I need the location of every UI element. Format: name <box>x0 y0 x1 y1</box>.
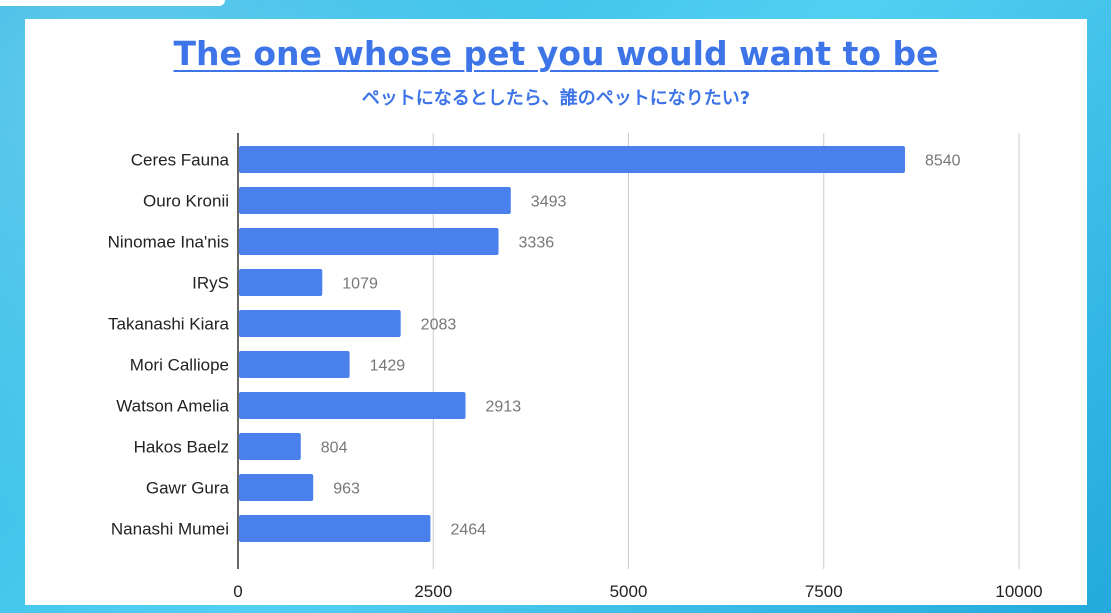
category-label: Ceres Fauna <box>131 151 230 170</box>
bar <box>239 146 905 173</box>
bar <box>239 310 401 337</box>
value-label: 1429 <box>370 358 406 375</box>
category-label: Watson Amelia <box>116 397 229 416</box>
x-tick-label: 5000 <box>610 582 648 601</box>
chart-title: The one whose pet you would want to be <box>25 34 1087 74</box>
x-tick-label: 2500 <box>414 582 452 601</box>
category-label: Hakos Baelz <box>134 438 229 457</box>
chart-title-text: The one whose pet you would want to be <box>173 34 939 73</box>
value-label: 2464 <box>450 522 486 539</box>
value-label: 3336 <box>519 235 555 252</box>
category-label: Gawr Gura <box>146 479 230 498</box>
value-label: 963 <box>333 481 360 498</box>
x-tick-label: 0 <box>233 582 242 601</box>
value-label: 3493 <box>531 194 567 211</box>
bar <box>239 228 499 255</box>
category-label: Nanashi Mumei <box>111 520 229 539</box>
bar-chart: 0 2500 5000 7500 10000 Ceres Fauna 8540 Ouro Kr… <box>108 133 1043 601</box>
category-label: Takanashi Kiara <box>108 315 230 334</box>
x-tick-label: 10000 <box>995 582 1042 601</box>
bar <box>239 187 511 214</box>
category-label: IRyS <box>192 274 229 293</box>
value-label: 2083 <box>421 317 457 334</box>
bar <box>239 515 431 542</box>
value-label: 1079 <box>342 276 378 293</box>
bar <box>239 474 314 501</box>
category-label: Mori Calliope <box>130 356 229 375</box>
chart-panel: The one whose pet you would want to be ペ… <box>25 19 1087 605</box>
value-label: 804 <box>321 440 348 457</box>
value-label: 8540 <box>925 153 961 170</box>
category-label: Ninomae Ina'nis <box>108 233 229 252</box>
corner-tab <box>0 0 225 6</box>
bar <box>239 392 466 419</box>
value-label: 2913 <box>486 399 522 416</box>
bar <box>239 433 301 460</box>
bar <box>239 351 350 378</box>
x-tick-label: 7500 <box>805 582 843 601</box>
category-label: Ouro Kronii <box>143 192 229 211</box>
bar <box>239 269 323 296</box>
chart-subtitle: ペットになるとしたら、誰のペットになりたい? <box>361 88 751 109</box>
